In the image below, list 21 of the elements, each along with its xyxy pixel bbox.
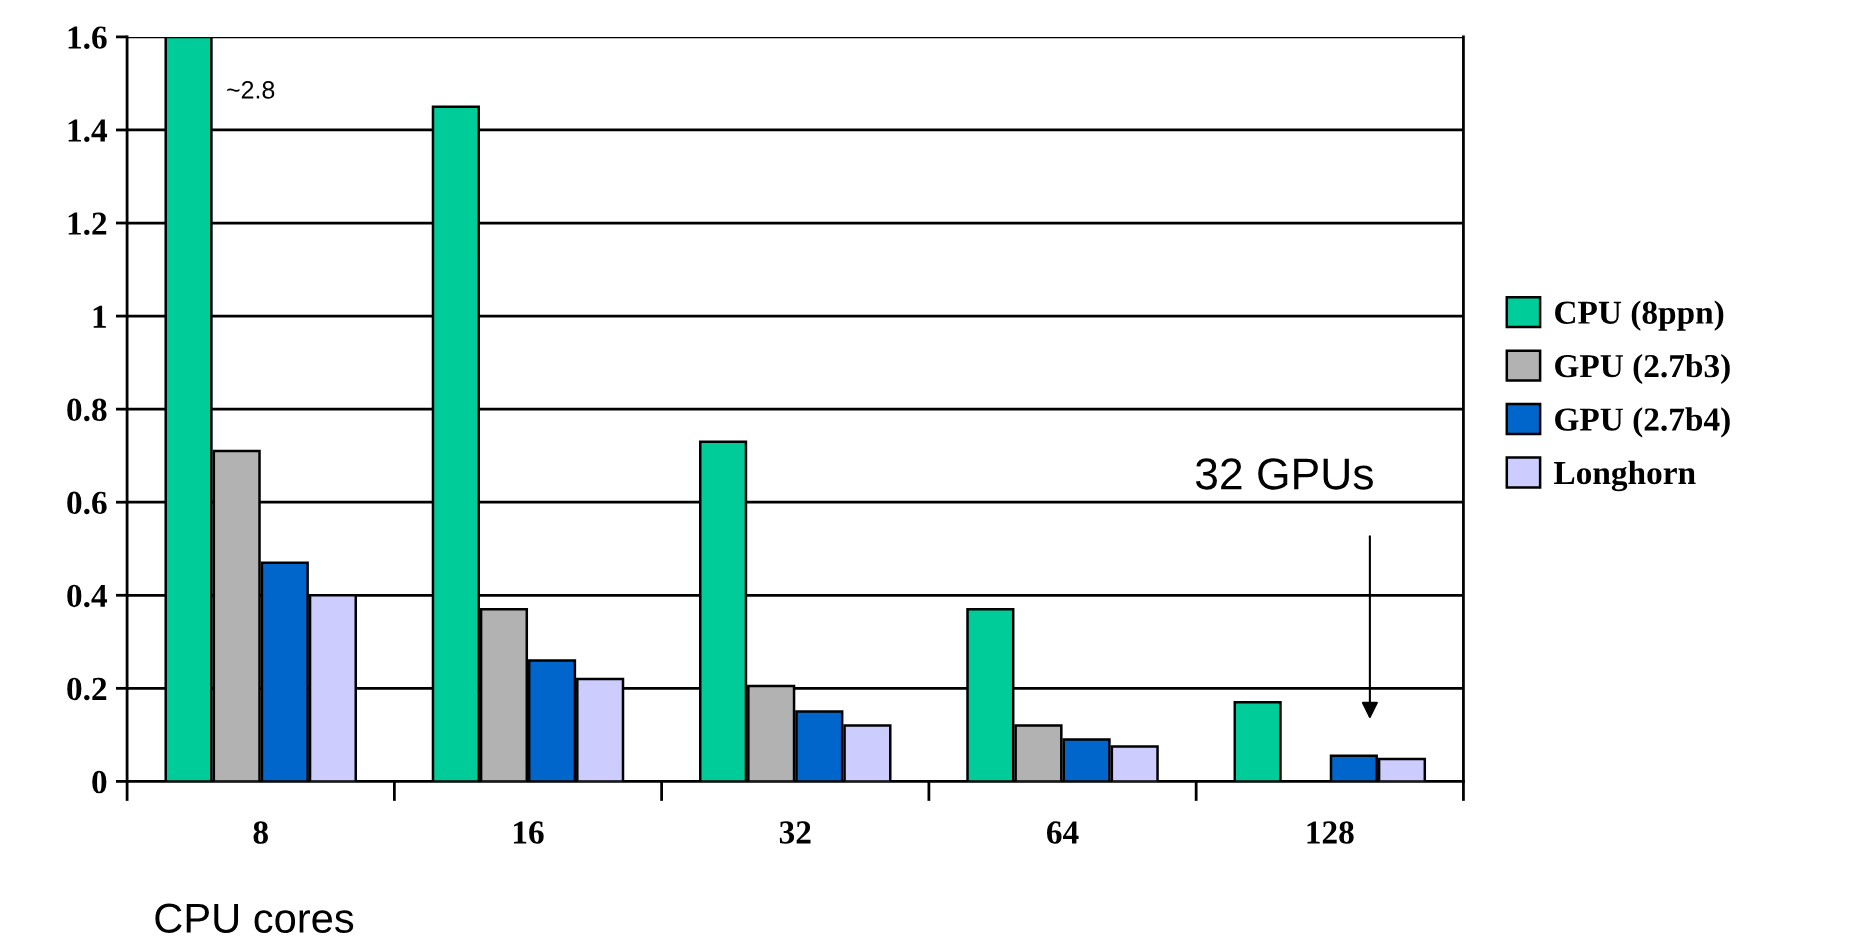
x-tick-label: 8 <box>253 821 268 844</box>
legend-label: GPU (2.7b3) <box>1555 353 1730 385</box>
x-axis-title: CPU cores <box>155 903 354 934</box>
y-tick-label: 0 <box>92 770 107 794</box>
y-tick-label: 1.2 <box>68 212 107 236</box>
annotation: 32 GPUs <box>1195 458 1373 490</box>
x-tick-label: 32 <box>779 821 811 844</box>
x-tick-label: 16 <box>514 821 544 844</box>
y-tick-label: 1 <box>93 305 106 328</box>
annotation: ~2.8 <box>227 80 275 99</box>
x-tick-label: 128 <box>1307 821 1354 844</box>
y-tick-label: 0.4 <box>67 584 108 608</box>
legend-label: GPU (2.7b4) <box>1555 407 1730 438</box>
y-tick-label: 0.2 <box>67 677 107 701</box>
y-tick-label: 0.6 <box>67 491 107 515</box>
y-tick-label: 1.4 <box>68 119 108 142</box>
legend-label: Longhorn <box>1554 460 1696 492</box>
y-tick-label: 0.8 <box>67 398 107 422</box>
legend-label: CPU (8ppn) <box>1555 300 1724 331</box>
y-tick-label: 1.6 <box>68 26 107 49</box>
x-tick-label: 64 <box>1047 821 1079 844</box>
